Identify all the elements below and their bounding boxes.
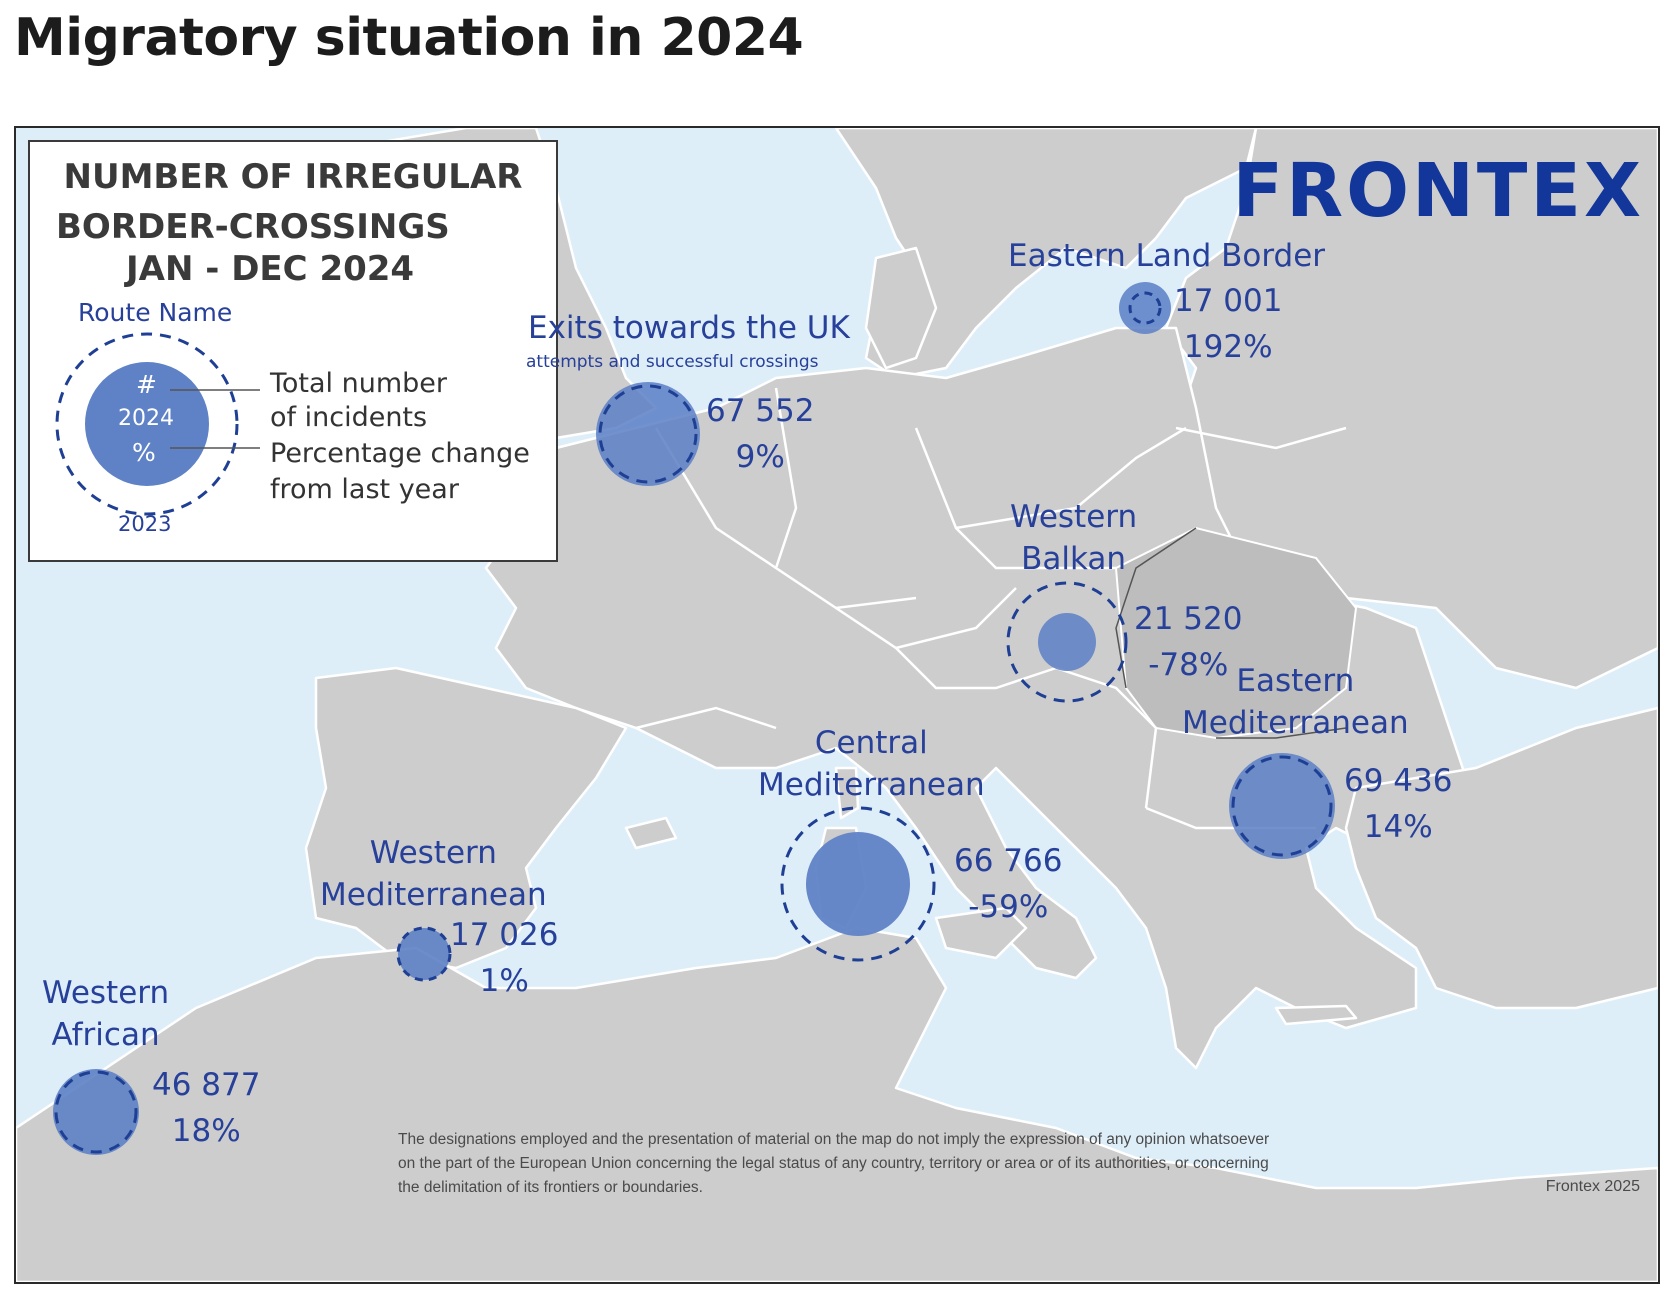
route-name-western-african: Western African [42, 972, 169, 1056]
route-name-central-mediterranean: Central Mediterranean [758, 722, 985, 806]
eastern-land-border-2024-bubble [1119, 282, 1171, 334]
disclaimer-line3: the delimitation of its frontiers or bou… [398, 1179, 703, 1196]
western-african-2024-bubble [53, 1069, 139, 1155]
route-name-central-mediterranean-line2: Mediterranean [758, 767, 985, 803]
credit: Frontex 2025 [1545, 1178, 1640, 1195]
legend-year-current: 2024 [118, 406, 174, 431]
legend-change-label-1: Percentage change [270, 438, 530, 469]
legend-graphic [55, 332, 260, 516]
route-change-eastern-mediterranean: 14% [1363, 809, 1433, 845]
legend-total-label-2: of incidents [270, 402, 428, 433]
route-value-eastern-mediterranean: 69 436 14% [1344, 758, 1452, 850]
land-iberia [304, 666, 628, 970]
legend-total-label-1: Total number [270, 368, 448, 399]
route-name-western-mediterranean: Western Mediterranean [320, 832, 547, 916]
western-mediterranean-2024-bubble [398, 928, 450, 980]
frontex-logo: FRONTEX [1232, 148, 1644, 234]
route-name-western-mediterranean-line2: Mediterranean [320, 877, 547, 913]
disclaimer: The designations employed and the presen… [398, 1128, 1458, 1200]
route-value-western-african: 46 877 18% [152, 1062, 260, 1154]
legend: NUMBER OF IRREGULAR BORDER-CROSSINGS JAN… [28, 140, 558, 562]
land-crete [1274, 1004, 1358, 1026]
legend-title-line1: NUMBER OF IRREGULAR [63, 157, 523, 197]
route-subtitle-exits-uk: attempts and successful crossings [526, 352, 819, 372]
route-markers [53, 282, 1335, 1155]
land-continent [484, 326, 1478, 1070]
route-change-western-african: 18% [171, 1113, 241, 1149]
route-total-exits-uk: 67 552 [706, 393, 815, 429]
route-total-western-african: 46 877 [152, 1067, 261, 1103]
legend-hash: # [136, 370, 157, 399]
map[interactable]: NUMBER OF IRREGULAR BORDER-CROSSINGS JAN… [14, 126, 1660, 1284]
western-mediterranean-2023-ring [396, 926, 452, 982]
route-total-central-mediterranean: 66 766 [954, 843, 1063, 879]
route-value-exits-uk: 67 552 9% [706, 388, 814, 480]
central-mediterranean-2024-bubble [806, 832, 910, 936]
western-balkan-2024-bubble [1038, 613, 1096, 671]
route-name-exits-uk: Exits towards the UK [528, 310, 850, 346]
legend-route-name: Route Name [78, 298, 233, 327]
route-name-eastern-mediterranean-line2: Mediterranean [1182, 705, 1409, 741]
route-value-western-mediterranean: 17 026 1% [450, 912, 558, 1004]
route-change-exits-uk: 9% [735, 439, 785, 475]
exits-uk-2023-ring [598, 384, 698, 484]
route-name-western-balkan: Western Balkan [1010, 496, 1137, 580]
land-non-schengen [1114, 526, 1358, 740]
route-total-eastern-mediterranean: 69 436 [1344, 763, 1453, 799]
route-total-western-mediterranean: 17 026 [450, 917, 559, 953]
legend-bubble [85, 362, 209, 486]
legend-ring [55, 332, 239, 516]
route-name-western-mediterranean-line1: Western [369, 835, 497, 871]
legend-change-label-2: from last year [270, 474, 459, 505]
eastern-land-border-2023-ring [1128, 291, 1162, 325]
exits-uk-2024-bubble [596, 382, 700, 486]
legend-title: NUMBER OF IRREGULAR BORDER-CROSSINGS JAN… [30, 152, 556, 294]
route-value-central-mediterranean: 66 766 -59% [954, 838, 1062, 930]
eastern-mediterranean-2024-bubble [1229, 753, 1335, 859]
eastern-mediterranean-2023-ring [1231, 755, 1333, 857]
land-baleares [624, 816, 678, 850]
route-name-western-african-line1: Western [42, 975, 170, 1011]
legend-year-previous: 2023 [118, 512, 172, 536]
disclaimer-line2: on the part of the European Union concer… [398, 1155, 1269, 1172]
route-total-western-balkan: 21 520 [1134, 601, 1243, 637]
legend-title-line2: BORDER-CROSSINGS [56, 207, 450, 247]
route-name-eastern-land-border: Eastern Land Border [1008, 238, 1326, 274]
route-total-eastern-land-border: 17 001 [1174, 283, 1283, 319]
central-mediterranean-2023-ring [780, 806, 936, 962]
route-value-western-balkan: 21 520 -78% [1134, 596, 1242, 688]
route-name-eastern-mediterranean-line1: Eastern [1236, 663, 1355, 699]
route-name-eastern-mediterranean: Eastern Mediterranean [1182, 660, 1409, 744]
route-value-eastern-land-border: 17 001 192% [1174, 278, 1282, 370]
land-sicily [934, 906, 1028, 960]
land-turkey [1344, 706, 1658, 1010]
page-title: Migratory situation in 2024 [14, 8, 804, 68]
route-change-central-mediterranean: -59% [968, 889, 1049, 925]
land-denmark [864, 246, 938, 370]
western-african-2023-ring [54, 1070, 138, 1154]
legend-percent: % [132, 438, 156, 467]
legend-title-line3: JAN - DEC 2024 [126, 249, 415, 289]
western-balkan-2023-ring [1006, 581, 1128, 703]
route-name-western-balkan-line2: Balkan [1021, 541, 1127, 577]
land-corsica [834, 766, 860, 820]
route-name-western-balkan-line1: Western [1010, 499, 1138, 535]
route-name-western-african-line2: African [51, 1017, 160, 1053]
route-name-central-mediterranean-line1: Central [814, 725, 928, 761]
route-change-western-balkan: -78% [1148, 647, 1229, 683]
route-change-eastern-land-border: 192% [1183, 329, 1273, 365]
route-change-western-mediterranean: 1% [479, 963, 529, 999]
disclaimer-line1: The designations employed and the presen… [398, 1131, 1270, 1148]
